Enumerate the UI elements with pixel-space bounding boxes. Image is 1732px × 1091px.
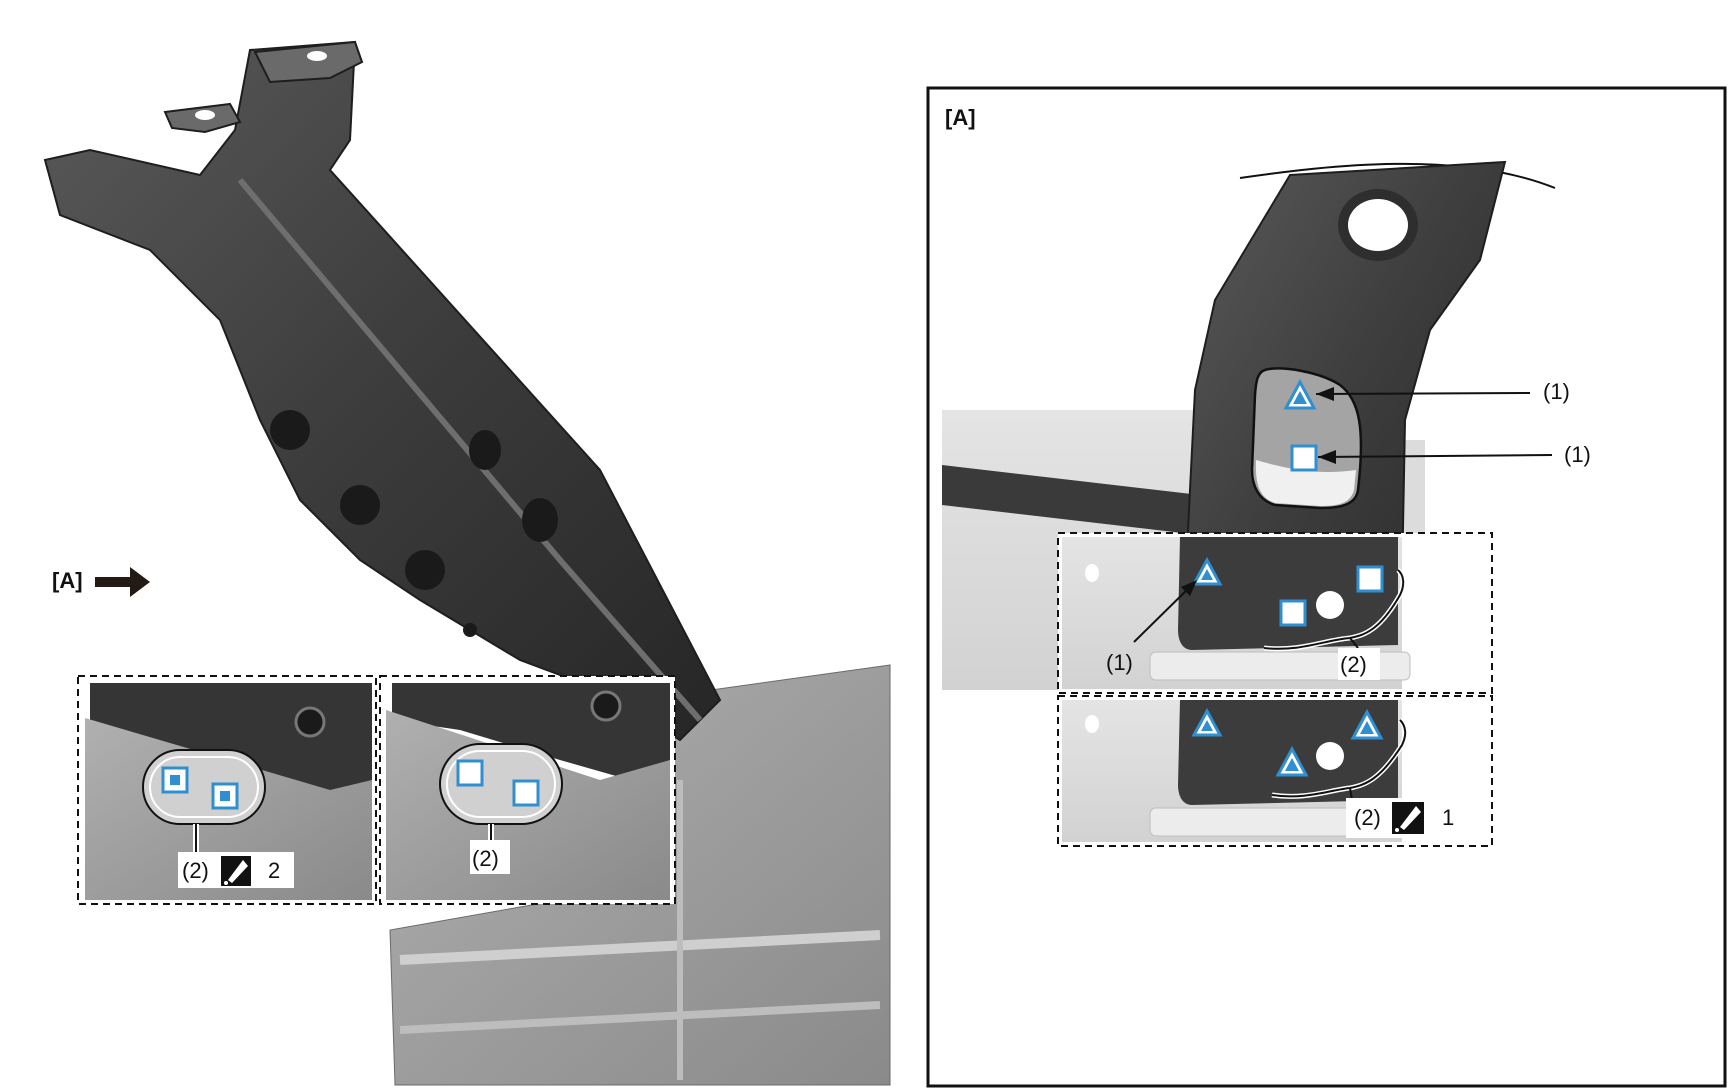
bracket-hole [195, 110, 215, 120]
leader-arrowhead [1181, 580, 1197, 596]
leader-line [1315, 392, 1531, 395]
inset-lower: (2) 1 [1057, 695, 1493, 847]
bracket-hole [463, 623, 477, 637]
bracket-flange [253, 40, 364, 84]
spot-weld-gun-icon [1392, 802, 1424, 834]
weld-count: 2 [268, 858, 280, 883]
inset-hole [1085, 715, 1099, 733]
weld-marker-square [1279, 599, 1307, 627]
panel-rib [399, 1001, 881, 1034]
inset-right: (2) [379, 675, 676, 905]
detail-panel: [A] (1) (1) [926, 86, 1727, 1088]
weld-marker-square-dot [161, 766, 189, 794]
callout-label: (1) [1564, 442, 1591, 467]
weld-marker-square [512, 779, 540, 807]
view-label: [A] [52, 568, 83, 593]
bracket-hole [307, 51, 327, 61]
weld-group-outline [142, 749, 266, 825]
callout-label: (2) [182, 858, 209, 883]
callout-label: (2) [1354, 805, 1381, 830]
bracket-hole [469, 430, 501, 470]
spot-weld-gun-icon [221, 856, 251, 886]
inset-upper: (1) (2) [1057, 532, 1493, 694]
weld-marker-square-dot [211, 782, 239, 810]
contour-line [1239, 162, 1556, 189]
weld-count: 1 [1442, 805, 1454, 830]
inset-part [1178, 700, 1398, 805]
leader-arrowhead [1316, 387, 1334, 401]
leader-line [1133, 581, 1196, 643]
leader-arrowhead [1318, 450, 1336, 464]
inset-part [1178, 537, 1398, 650]
leader-line [1317, 454, 1553, 458]
overview-panel: [A] (2) [43, 40, 891, 1086]
bracket-hole [340, 485, 380, 525]
detail-title: [A] [945, 105, 976, 130]
weld-marker-square [1356, 565, 1384, 593]
background-beam [942, 465, 1200, 535]
inset-hole [1316, 591, 1344, 619]
callout-label: (2) [1340, 652, 1367, 677]
callout-label: (2) [472, 846, 499, 871]
inset-left: (2) 2 [77, 675, 377, 905]
bracket-ridge [237, 178, 703, 722]
weld-marker-square [456, 759, 484, 787]
callout-label: (1) [1543, 379, 1570, 404]
bracket-hole [1348, 199, 1408, 251]
bracket-part [43, 40, 722, 742]
inset-hole [1316, 742, 1344, 770]
inset-hole [590, 690, 622, 722]
weld-cutout-light [1255, 460, 1356, 506]
right-arrow-icon [95, 567, 150, 597]
panel-rib [399, 930, 881, 965]
bracket-hole [405, 550, 445, 590]
bracket-hole [522, 498, 558, 542]
weld-marker-square [1290, 444, 1318, 472]
callout-label: (1) [1106, 650, 1133, 675]
inset-hole [294, 706, 326, 738]
inset-hole [1085, 564, 1099, 582]
bracket-hole [270, 410, 310, 450]
